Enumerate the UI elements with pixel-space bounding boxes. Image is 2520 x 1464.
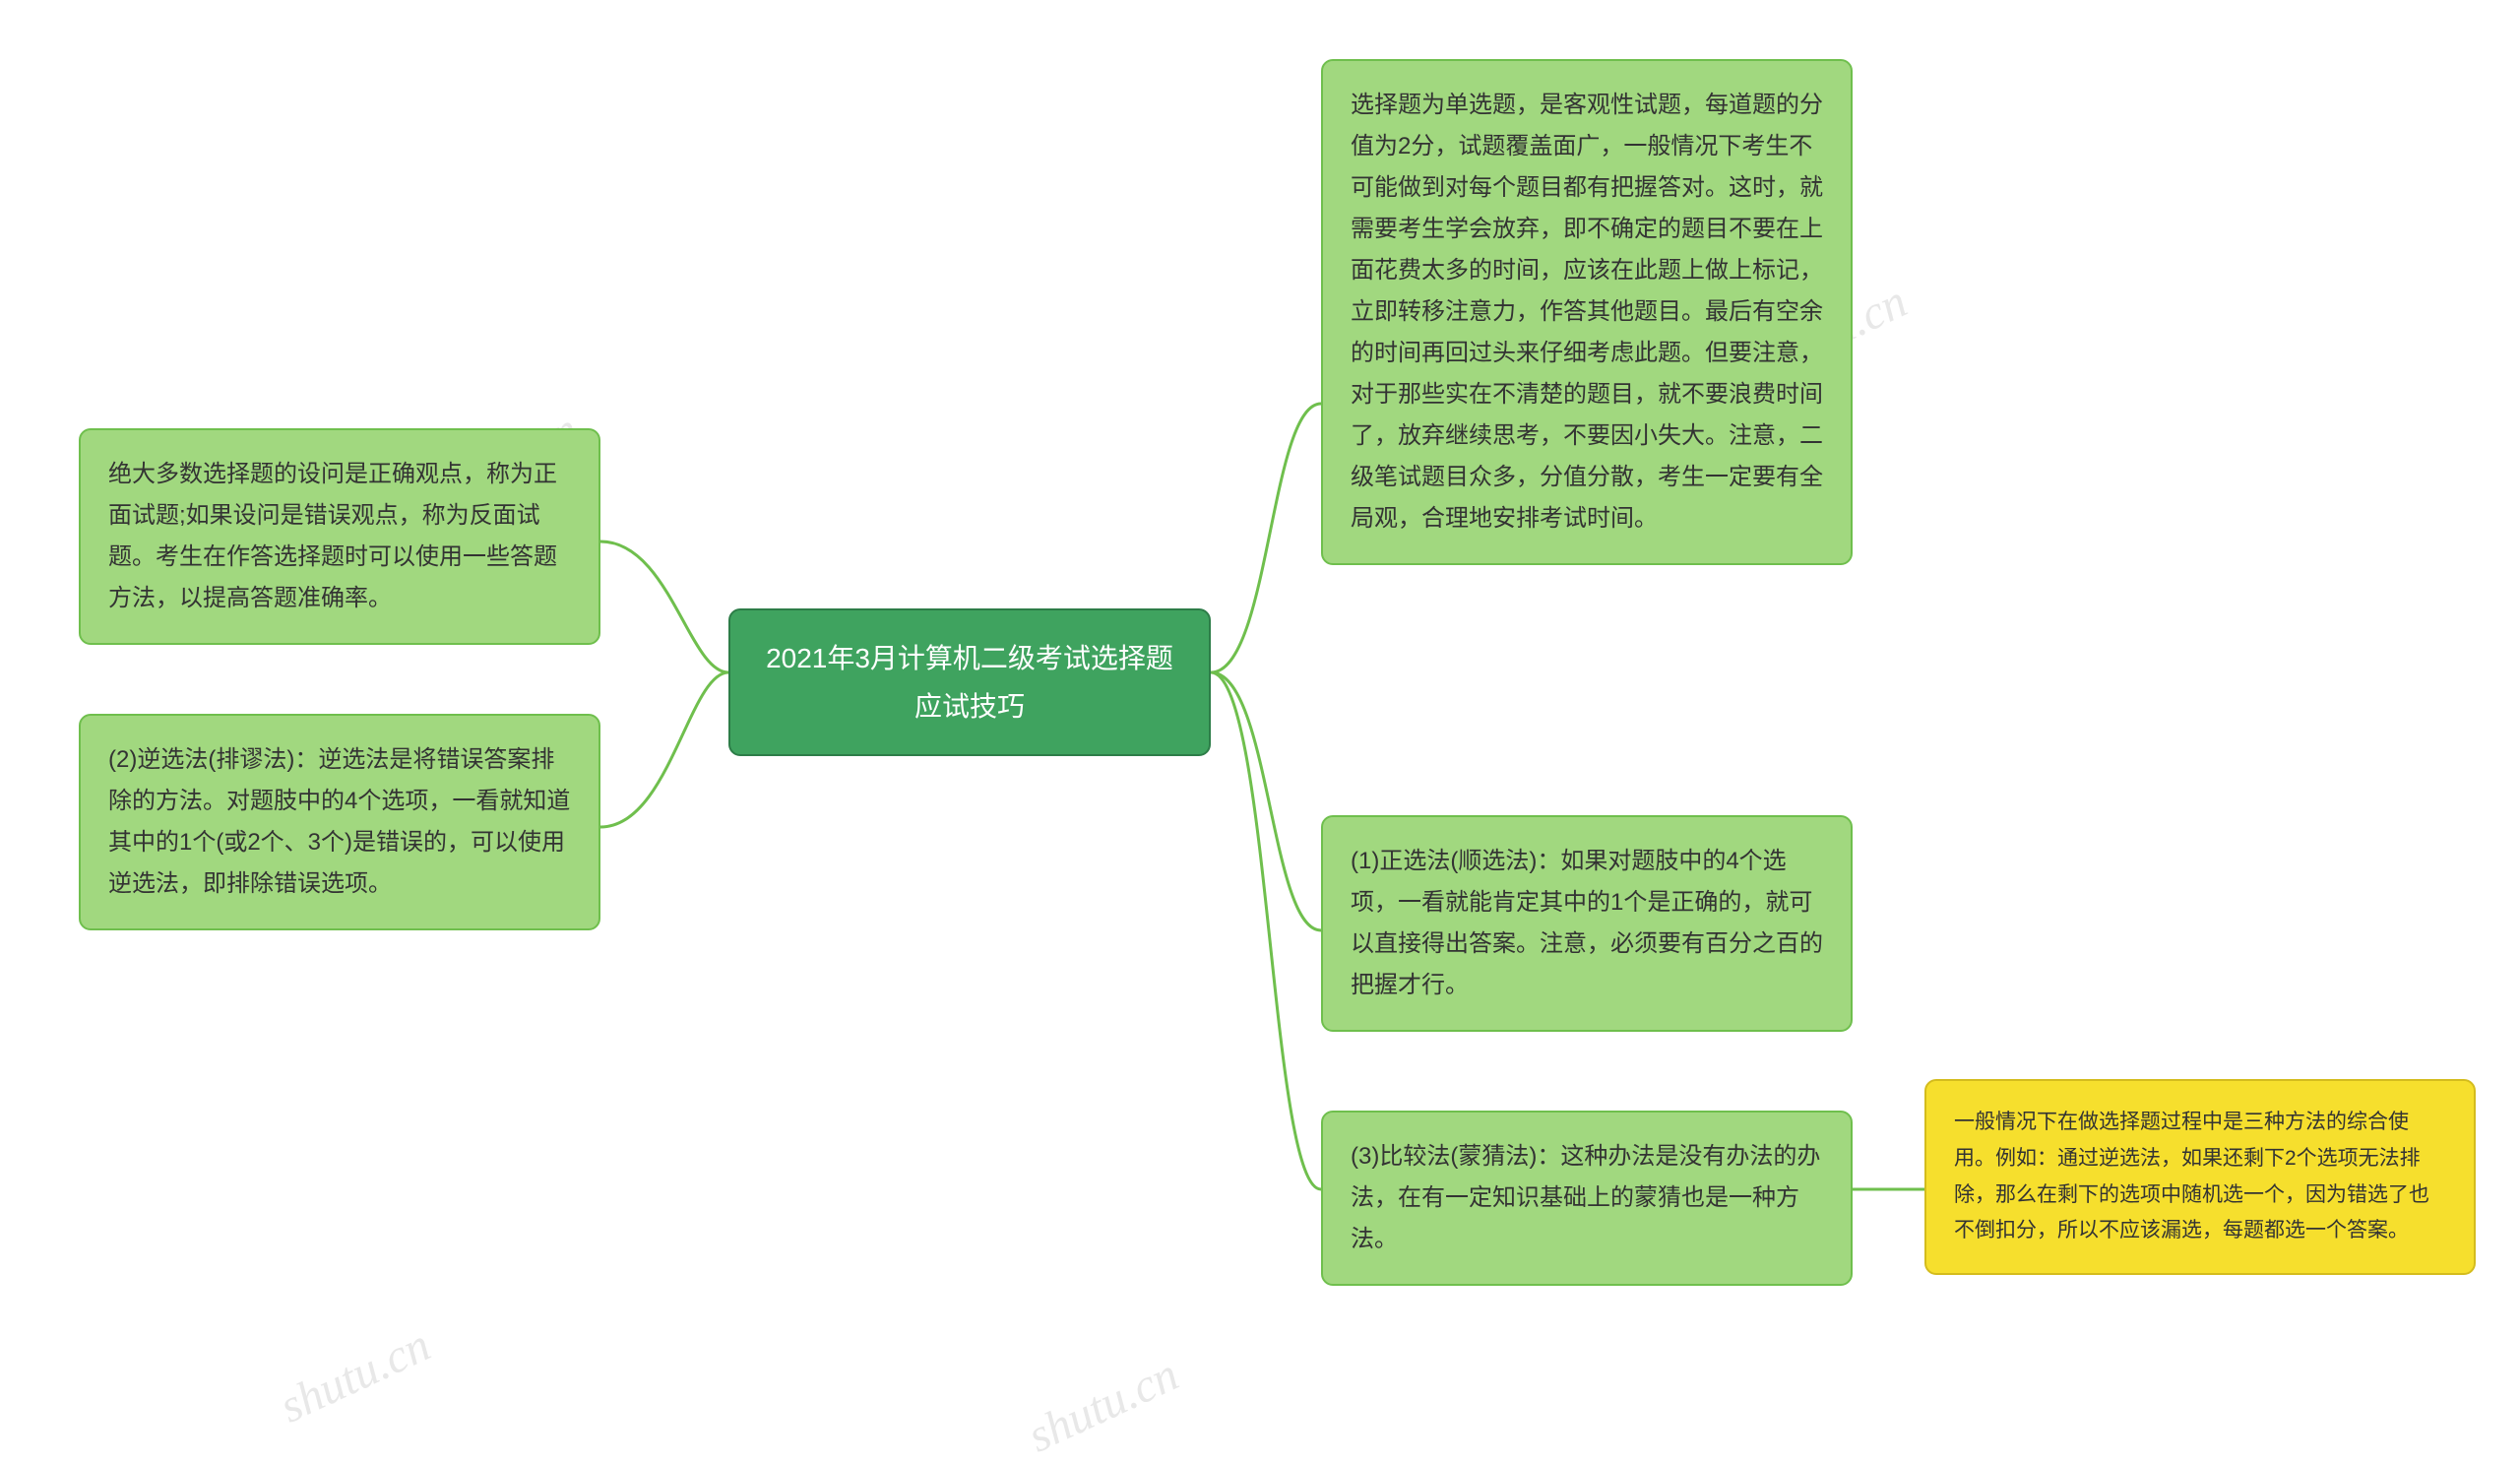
yellow-node-text: 一般情况下在做选择题过程中是三种方法的综合使用。例如：通过逆选法，如果还剩下2个…: [1954, 1111, 2429, 1241]
right-node-1-text: 选择题为单选题，是客观性试题，每道题的分值为2分，试题覆盖面广，一般情况下考生不…: [1351, 92, 1823, 532]
left-node-2: (2)逆选法(排谬法)：逆选法是将错误答案排除的方法。对题肢中的4个选项，一看就…: [79, 714, 600, 930]
right-node-1: 选择题为单选题，是客观性试题，每道题的分值为2分，试题覆盖面广，一般情况下考生不…: [1321, 59, 1853, 565]
left-node-1: 绝大多数选择题的设问是正确观点，称为正面试题;如果设问是错误观点，称为反面试题。…: [79, 428, 600, 645]
right-node-3-text: (3)比较法(蒙猜法)：这种办法是没有办法的办法，在有一定知识基础上的蒙猜也是一…: [1351, 1143, 1820, 1252]
center-node-text: 2021年3月计算机二级考试选择题应试技巧: [766, 643, 1173, 722]
yellow-node: 一般情况下在做选择题过程中是三种方法的综合使用。例如：通过逆选法，如果还剩下2个…: [1924, 1079, 2476, 1275]
center-node: 2021年3月计算机二级考试选择题应试技巧: [728, 608, 1211, 756]
left-node-1-text: 绝大多数选择题的设问是正确观点，称为正面试题;如果设问是错误观点，称为反面试题。…: [108, 461, 557, 611]
watermark: shutu.cn: [1020, 1347, 1186, 1463]
left-node-2-text: (2)逆选法(排谬法)：逆选法是将错误答案排除的方法。对题肢中的4个选项，一看就…: [108, 746, 570, 897]
right-node-2: (1)正选法(顺选法)：如果对题肢中的4个选项，一看就能肯定其中的1个是正确的，…: [1321, 815, 1853, 1032]
watermark: shutu.cn: [272, 1317, 438, 1433]
right-node-2-text: (1)正选法(顺选法)：如果对题肢中的4个选项，一看就能肯定其中的1个是正确的，…: [1351, 848, 1823, 998]
right-node-3: (3)比较法(蒙猜法)：这种办法是没有办法的办法，在有一定知识基础上的蒙猜也是一…: [1321, 1111, 1853, 1286]
